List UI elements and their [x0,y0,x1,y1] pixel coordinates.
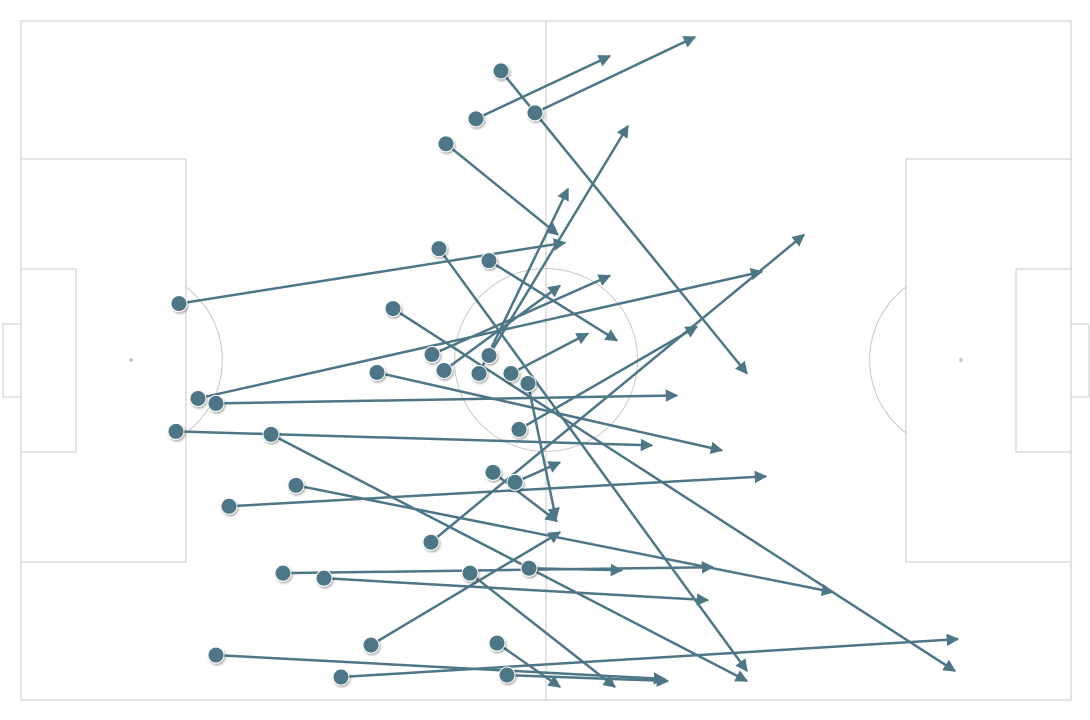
pass-origin [274,564,292,582]
pass-origin [220,497,238,515]
pass-arrow [500,70,748,375]
pass-origin [519,374,537,392]
pass-arrow [215,389,679,405]
pass-arrow [228,470,768,508]
pass-origin [502,364,520,382]
pass-arrow [430,233,805,544]
pass-arrow [496,642,562,689]
pass-origin [526,104,544,122]
pass-arrow [518,325,699,431]
pass-origin [488,634,506,652]
pass-arrow [506,673,670,687]
pass-arrow [534,35,697,114]
pass-arrow [295,484,835,597]
pass-arrow [475,54,612,120]
pass-origin [467,110,485,128]
pass-arrow [437,247,749,673]
pass-origin [470,364,488,382]
pass-origin [315,569,333,587]
pass-origin [461,564,479,582]
pass-arrow [492,471,558,523]
pass-arrow [528,563,624,577]
pass-origin [207,646,225,664]
pass-origin [368,363,386,381]
pass-origin [332,668,350,686]
pass-origin [480,347,498,365]
pass-origin [492,62,510,80]
pass-arrow [270,433,749,683]
pass-origin [430,240,448,258]
pass-origin [510,420,528,438]
pass-origin [167,422,185,440]
pass-arrow [392,307,957,673]
pass-origin [423,346,441,364]
pass-origin [498,666,516,684]
pass-arrow [323,576,710,606]
pass-origin [437,135,455,153]
pass-origin [435,361,453,379]
pass-origin [362,636,380,654]
pass-origin [480,252,498,270]
pass-origin [520,559,538,577]
pass-origin [262,425,280,443]
pass-origin [384,300,402,318]
pass-origin [207,394,225,412]
pass-arrow [510,332,590,375]
pass-arrow [445,142,559,236]
pass-origin [287,476,305,494]
pass-origin [506,473,524,491]
pass-arrow [215,653,667,685]
pass-origin [484,463,502,481]
pass-arrow [487,124,630,357]
pass-arrow [477,187,570,375]
pass-origin [170,295,188,313]
pass-arrow [469,572,616,689]
pass-arrow [175,430,654,452]
pass-arrow [370,531,562,647]
pass-origin [189,389,207,407]
pass-arrow [340,633,960,679]
pass-origin [422,533,440,551]
pass-arrow [197,268,764,400]
pass-arrow [178,238,567,305]
pitch [2,20,1090,701]
